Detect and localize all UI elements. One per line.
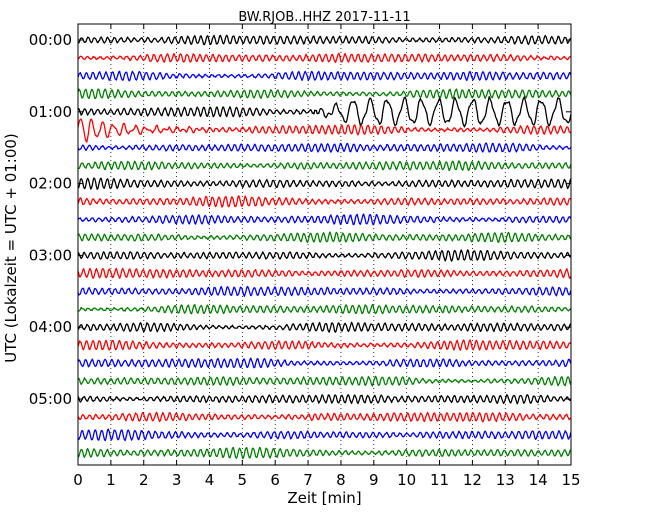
x-tick-label: 2 (139, 471, 149, 489)
trace-0145 (77, 160, 572, 172)
trace-0430 (77, 357, 572, 369)
trace-0315 (77, 267, 572, 279)
x-tick-label: 14 (529, 471, 548, 489)
x-tick-label: 13 (496, 471, 515, 489)
y-tick-label: 05:00 (29, 390, 72, 408)
x-tick-label: 0 (73, 471, 83, 489)
trace-0445 (77, 375, 572, 387)
trace-0045 (77, 88, 572, 100)
plot-frame (77, 23, 572, 466)
trace-0115 (77, 118, 572, 143)
trace-0500 (77, 394, 572, 405)
trace-0030 (77, 70, 572, 82)
chart-title: BW.RJOB..HHZ 2017-11-11 (238, 10, 410, 25)
trace-0100 (77, 96, 572, 128)
trace-0545 (77, 446, 572, 460)
trace-0415 (77, 339, 572, 351)
y-tick-label: 00:00 (29, 31, 72, 49)
trace-0015 (77, 52, 572, 64)
trace-0515 (77, 411, 572, 423)
x-tick-label: 4 (205, 471, 215, 489)
trace-0230 (77, 213, 572, 226)
x-axis: 0 1 2 3 4 5 6 7 8 9 10 11 12 13 14 15 (73, 24, 581, 489)
y-tick-label: 03:00 (29, 246, 72, 264)
x-tick-label: 10 (397, 471, 416, 489)
x-tick-label: 7 (303, 471, 313, 489)
trace-0345 (77, 303, 572, 315)
y-tick-label: 01:00 (29, 103, 72, 121)
y-axis-label: UTC (Lokalzeit = UTC + 01:00) (2, 133, 20, 363)
trace-0130 (77, 142, 572, 153)
x-tick-label: 9 (369, 471, 379, 489)
y-tick-label: 02:00 (29, 175, 72, 193)
trace-0330 (77, 285, 572, 297)
trace-0300 (77, 249, 571, 262)
x-axis-label: Zeit [min] (287, 489, 361, 507)
trace-0400 (77, 321, 572, 333)
grid (110, 24, 539, 465)
x-tick-label: 15 (561, 471, 580, 489)
trace-0245 (77, 231, 572, 244)
trace-0200 (77, 177, 572, 190)
x-tick-label: 8 (336, 471, 346, 489)
x-tick-label: 3 (172, 471, 182, 489)
x-tick-label: 12 (463, 471, 482, 489)
y-axis: 00:00 01:00 02:00 03:00 04:00 05:00 (29, 31, 571, 408)
trace-0000 (77, 34, 572, 46)
trace-0530 (77, 428, 572, 442)
traces (77, 34, 572, 460)
y-tick-label: 04:00 (29, 318, 72, 336)
x-tick-label: 5 (238, 471, 248, 489)
x-tick-label: 6 (270, 471, 280, 489)
x-tick-label: 11 (430, 471, 449, 489)
x-tick-label: 1 (106, 471, 116, 489)
trace-0215 (77, 195, 571, 208)
